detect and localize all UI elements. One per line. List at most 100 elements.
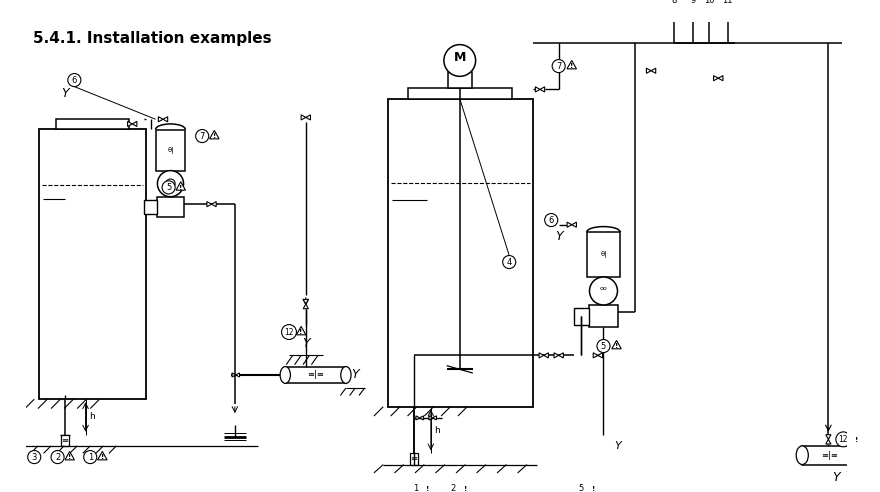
Polygon shape [98,452,107,460]
Polygon shape [433,416,436,420]
Text: 12: 12 [284,328,294,337]
Polygon shape [593,353,598,358]
Circle shape [158,171,184,197]
Polygon shape [612,340,621,349]
Text: ≡|≡: ≡|≡ [307,370,324,379]
Text: 6: 6 [548,215,554,224]
Text: 12: 12 [839,435,848,444]
Text: 5: 5 [166,183,172,192]
Text: !: ! [213,133,216,139]
Polygon shape [567,61,576,69]
Text: 7: 7 [556,62,561,70]
Text: !: ! [68,454,71,461]
Polygon shape [163,117,168,122]
Text: !: ! [464,486,467,492]
Polygon shape [572,222,576,227]
Polygon shape [460,483,470,492]
Text: Y: Y [351,369,359,381]
Text: Y: Y [555,230,562,244]
Text: 5.4.1. Installation examples: 5.4.1. Installation examples [33,31,272,46]
Bar [587,232,620,277]
Text: h: h [89,412,95,422]
Polygon shape [301,115,305,120]
Circle shape [282,325,297,339]
Polygon shape [589,483,598,492]
Circle shape [502,255,516,269]
Text: 10: 10 [704,0,715,5]
Text: Y: Y [302,337,310,350]
Polygon shape [429,416,433,420]
Text: 1: 1 [88,453,93,461]
Text: 5: 5 [578,484,583,492]
Text: 4: 4 [507,257,512,267]
Circle shape [165,179,175,188]
Ellipse shape [796,446,809,464]
Circle shape [444,45,475,76]
Text: 5: 5 [601,341,606,350]
Ellipse shape [280,367,290,383]
Polygon shape [304,299,308,304]
Text: !: ! [854,436,858,443]
Text: 9: 9 [691,0,696,5]
Bar [803,446,856,464]
Polygon shape [647,68,651,73]
Bar [144,200,158,215]
Circle shape [701,0,716,8]
Polygon shape [825,439,831,444]
Text: ≡|≡: ≡|≡ [821,451,838,460]
Text: 7: 7 [200,131,205,141]
Polygon shape [540,87,545,92]
Bar [156,129,186,171]
Polygon shape [544,353,548,358]
Text: oo: oo [166,181,174,186]
Polygon shape [128,122,132,126]
Text: ≡: ≡ [411,455,417,463]
Bar [408,89,512,99]
Polygon shape [559,353,563,358]
Text: Y: Y [62,87,69,100]
Circle shape [552,60,565,73]
Circle shape [667,0,682,8]
Polygon shape [211,202,216,207]
Polygon shape [132,122,137,126]
Bar [55,119,129,128]
Polygon shape [598,353,603,358]
Polygon shape [236,373,239,377]
Circle shape [409,482,422,492]
Polygon shape [305,115,311,120]
Polygon shape [651,68,656,73]
Circle shape [575,482,588,492]
Polygon shape [304,304,308,308]
Polygon shape [718,76,723,81]
Text: !: ! [299,329,303,336]
Text: θ|: θ| [167,147,173,154]
Text: ≡: ≡ [62,436,69,445]
Polygon shape [535,87,540,92]
Text: 3: 3 [32,453,37,461]
Text: oo: oo [599,286,607,291]
Polygon shape [65,452,75,460]
Text: !: ! [427,486,429,492]
Ellipse shape [341,367,351,383]
Circle shape [545,214,558,227]
Polygon shape [852,434,862,442]
Ellipse shape [850,446,862,464]
Text: 11: 11 [722,0,733,5]
Polygon shape [554,353,559,358]
Polygon shape [423,483,433,492]
Circle shape [68,73,81,87]
Text: h: h [435,426,440,434]
Circle shape [84,451,97,463]
Polygon shape [416,416,420,420]
Circle shape [597,339,610,353]
Text: Y: Y [832,471,840,484]
Bar [158,197,184,217]
Text: Y: Y [614,441,621,451]
Circle shape [51,451,64,463]
Circle shape [590,277,618,305]
Bar [589,305,619,327]
Text: !: ! [615,343,618,349]
Polygon shape [207,202,211,207]
Polygon shape [158,117,163,122]
Polygon shape [297,326,306,335]
